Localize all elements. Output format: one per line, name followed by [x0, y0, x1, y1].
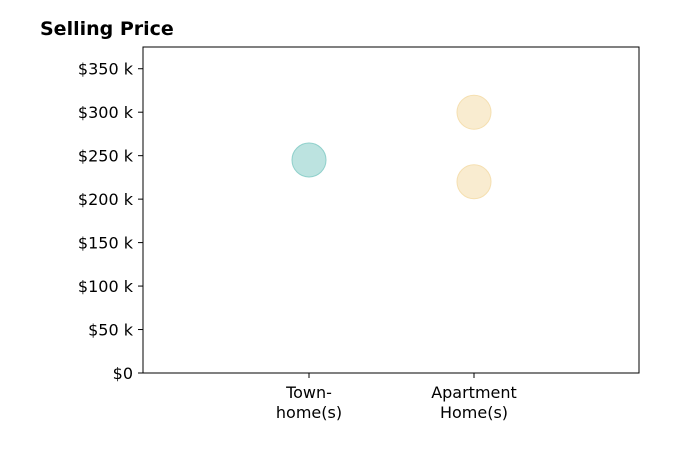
x-tick-label: Town-: [285, 383, 332, 402]
x-tick-label: Apartment: [431, 383, 517, 402]
plot-area: [142, 46, 640, 374]
y-tick-label: $200 k: [78, 190, 134, 209]
x-tick-label: home(s): [276, 403, 342, 422]
y-tick-label: $300 k: [78, 103, 134, 122]
marks-layer: $0 $50 k $100 k $150 k $200 k $250 k $300 k $35…: [78, 60, 517, 422]
y-tick-label: $250 k: [78, 147, 134, 166]
x-tick-label: Home(s): [440, 403, 508, 422]
data-point: [456, 94, 492, 130]
data-point: [291, 142, 327, 178]
y-tick-label: $100 k: [78, 277, 134, 296]
y-tick-label: $150 k: [78, 234, 134, 253]
y-tick-label: $0: [113, 364, 133, 383]
data-point: [456, 164, 492, 200]
y-tick-label: $50 k: [88, 321, 134, 340]
chart-title: Selling Price: [40, 18, 174, 40]
y-tick-label: $350 k: [78, 60, 134, 79]
